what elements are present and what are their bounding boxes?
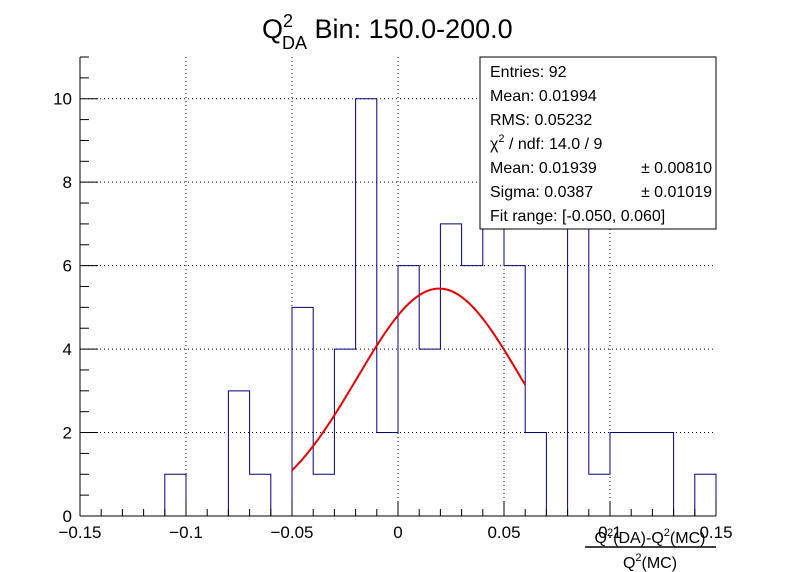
x-tick-label-6: 0.15 — [699, 523, 732, 542]
y-tick-label-1: 2 — [63, 424, 72, 443]
stats-line-2: RMS: 0.05232 — [490, 112, 592, 129]
x-tick-label-2: −0.05 — [270, 523, 313, 542]
stats-line-0: Entries: 92 — [490, 64, 567, 81]
y-tick-label-5: 10 — [53, 90, 72, 109]
x-tick-label-3: 0 — [393, 523, 402, 542]
chart-title-group: Q2 DA Bin: 150.0-200.0 — [262, 11, 513, 53]
x-tick-label-1: −0.1 — [169, 523, 203, 542]
x-axis-title-group: Q2(DA)-Q2(MC) Q2(MC) — [585, 527, 716, 572]
stats-line-1: Mean: 0.01994 — [490, 88, 597, 105]
y-tick-label-4: 8 — [63, 173, 72, 192]
x-axis-title-numerator: Q2(DA)-Q2(MC) — [595, 527, 706, 547]
stats-box: Entries: 92 Mean: 0.01994 RMS: 0.05232 χ2 /… — [479, 56, 717, 230]
y-tick-label-3: 6 — [63, 257, 72, 276]
stats-line-4: Mean: 0.01939 — [490, 160, 597, 177]
fit-curve — [291, 287, 527, 472]
stats-line-3: χ2 / ndf: 14.0 / 9 — [490, 133, 602, 153]
y-tick-label-0: 0 — [63, 507, 72, 526]
stats-line-6: Fit range: [-0.050, 0.060] — [490, 208, 665, 225]
x-tick-label-4: 0.05 — [487, 523, 520, 542]
fit-curve-group — [291, 287, 527, 472]
stats-error-4: ± 0.00810 — [641, 160, 712, 177]
axes: −0.15 −0.1 −0.05 0 0.05 0.1 0.15 0 2 4 6 8 10 — [53, 56, 733, 542]
x-tick-label-0: −0.15 — [58, 523, 101, 542]
chart-title: Q2 DA Bin: 150.0-200.0 — [262, 11, 513, 53]
stats-error-5: ± 0.01019 — [641, 184, 712, 201]
stats-box-frame — [479, 56, 717, 230]
stats-line-5: Sigma: 0.0387 — [490, 184, 593, 201]
x-axis-title-denominator: Q2(MC) — [623, 552, 677, 572]
x-tick-label-5: 0.1 — [598, 523, 622, 542]
y-tick-label-2: 4 — [63, 340, 72, 359]
